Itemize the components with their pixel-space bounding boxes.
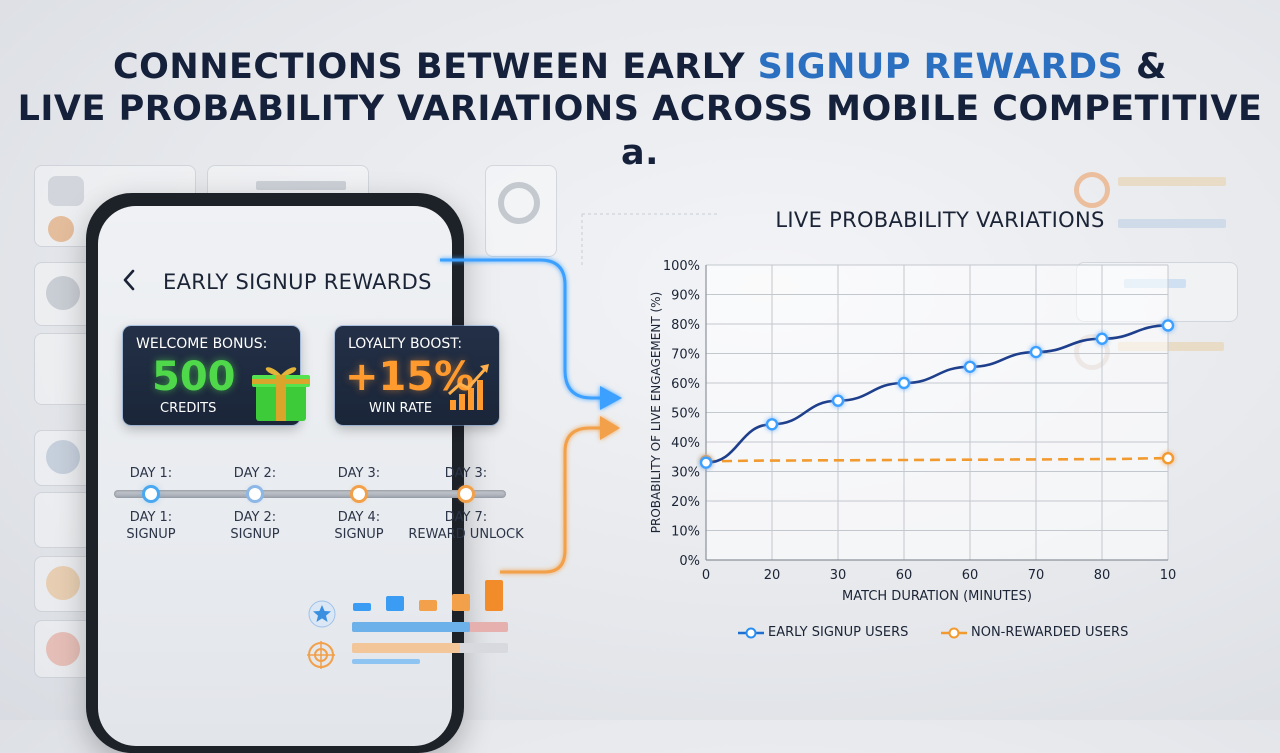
y-tick-label: 80% [671,318,700,333]
mini-progress-fill [352,622,470,632]
mini-bar [452,594,470,611]
data-point-early-signup[interactable] [1095,332,1109,345]
y-tick-label: 40% [671,436,700,451]
star-badge-icon [48,216,74,242]
welcome-bonus-heading: WELCOME BONUS: [136,336,268,352]
timeline-node[interactable] [460,488,472,500]
mini-bar [485,580,503,611]
x-tick-label: 0 [702,568,710,583]
star-icon [46,276,80,310]
timeline-track [114,490,506,498]
orange-arrow-head [600,416,620,440]
orange-connector [500,426,604,574]
screen-title: EARLY SIGNUP REWARDS [163,270,432,294]
trend-up-icon [446,360,492,412]
welcome-bonus-value: 500 [152,354,236,400]
crown-icon [46,440,80,474]
y-tick-label: 50% [671,407,700,422]
connector-arrows [440,213,720,574]
timeline-bottom-day: DAY 2: [233,510,277,525]
blue-arrow-head [600,386,622,410]
timeline-bottom-label: SIGNUP [334,527,384,542]
data-point-non-rewarded[interactable] [1161,452,1175,465]
data-point-early-signup[interactable] [963,360,977,373]
bg-panel [34,492,96,548]
chart-title: LIVE PROBABILITY VARIATIONS [775,208,1105,232]
timeline-bottom-label: SIGNUP [126,527,176,542]
mini-bar [419,600,437,611]
welcome-bonus-unit: CREDITS [160,401,217,416]
y-tick-label: 0% [679,554,700,569]
x-tick-label: 60 [896,568,913,583]
x-tick-label: 70 [1028,568,1045,583]
bg-bar [1118,177,1226,186]
y-tick-label: 90% [671,289,700,304]
target-icon [1074,172,1110,208]
timeline-top-label: DAY 3: [337,466,381,481]
blue-connector [440,258,604,400]
bg-bar [1118,342,1224,351]
y-tick-label: 30% [671,466,700,481]
timeline-top-label: DAY 2: [233,466,277,481]
y-tick-label: 20% [671,495,700,510]
mini-progress-fill [352,643,460,653]
timeline-node[interactable] [249,488,261,500]
legend-label: NON-REWARDED USERS [971,625,1129,640]
y-tick-label: 10% [671,525,700,540]
data-point-early-signup[interactable] [897,376,911,390]
timeline-node[interactable] [353,488,365,500]
legend-marker-orange [941,625,967,639]
timeline-bottom-day: DAY 1: [129,510,173,525]
loyalty-boost-unit: WIN RATE [369,401,433,416]
bg-bar [1118,219,1226,228]
legend-marker-blue [738,625,764,639]
title-accent: SIGNUP REWARDS [757,47,1124,87]
x-tick-label: 20 [764,568,781,583]
data-point-early-signup[interactable] [831,394,845,407]
gift-icon [246,355,316,425]
bg-bar [256,181,346,190]
chevron-left-icon[interactable] [122,268,136,294]
y-tick-label: 70% [671,348,700,363]
phone-screen [98,206,452,746]
y-axis-label: PROBABILITY OF LIVE ENGAGEMENT (%) [649,292,663,533]
star-icon [46,632,80,666]
target-icon [498,182,540,224]
star-icon [46,566,80,600]
line-chart: 0% 10% 20% 30% 40% 50% 60% 70% 80% 90% 100% 0 20 30 6… [649,259,1177,604]
x-axis-label: MATCH DURATION (MINUTES) [842,589,1032,604]
mini-bar [386,596,404,611]
title-suffix: & [1123,47,1168,87]
timeline-bottom-day: DAY 4: [337,510,381,525]
page-title-line1: CONNECTIONS BETWEEN EARLY SIGNUP REWARDS… [0,45,1280,89]
chat-icon [48,176,84,206]
x-tick-label: 60 [962,568,979,583]
data-point-early-signup[interactable] [1161,319,1175,332]
timeline-bottom-label: SIGNUP [230,527,280,542]
loyalty-boost-heading: LOYALTY BOOST: [348,336,463,352]
legend-label: EARLY SIGNUP USERS [768,625,909,640]
data-point-early-signup[interactable] [699,456,713,469]
page-title-line2: LIVE PROBABILITY VARIATIONS ACROSS MOBIL… [17,89,1263,173]
data-point-early-signup[interactable] [765,418,779,431]
data-point-early-signup[interactable] [1029,345,1043,359]
y-tick-label: 60% [671,377,700,392]
timeline-node[interactable] [145,488,157,500]
timeline-bottom-label: REWARD UNLOCK [408,527,524,542]
title-prefix: CONNECTIONS BETWEEN EARLY [112,47,758,87]
y-tick-label: 100% [663,259,700,274]
timeline-top-label: DAY 1: [129,466,173,481]
timeline-bottom-day: DAY 7: [444,510,488,525]
star-badge-icon [308,600,336,628]
timeline-top-label: DAY 3: [444,466,488,481]
x-tick-label: 30 [830,568,847,583]
x-tick-label: 80 [1094,568,1111,583]
target-icon [306,640,336,670]
x-tick-label: 10 [1160,568,1177,583]
mini-bar [353,603,371,611]
series-non-rewarded-line [705,456,1169,463]
mini-progress-fill [352,659,420,664]
